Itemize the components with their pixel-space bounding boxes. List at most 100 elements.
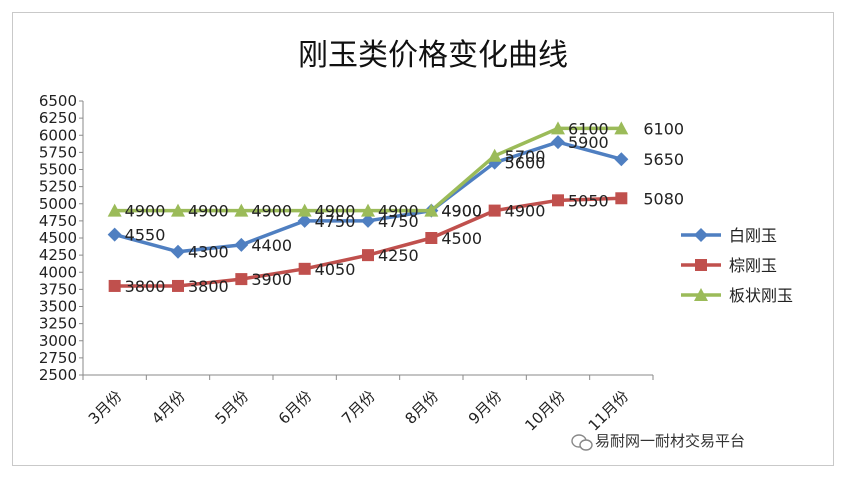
- data-label: 4900: [505, 202, 546, 221]
- y-tick-label: 3750: [39, 280, 77, 298]
- data-point: [171, 203, 185, 217]
- y-tick-label: 4000: [39, 263, 77, 281]
- series-2: [108, 192, 628, 292]
- x-tick-label: 8月份: [401, 387, 442, 428]
- data-label: 6100: [568, 119, 609, 138]
- wechat-icon: [571, 434, 593, 451]
- series-1: [107, 135, 629, 259]
- data-point: [551, 135, 565, 150]
- y-axis: 2500275030003250350037504000425045004750…: [39, 92, 84, 384]
- legend-label: 板状刚玉: [729, 286, 793, 305]
- y-tick-label: 2750: [39, 349, 77, 367]
- data-point: [361, 203, 375, 217]
- x-tick-label: 11月份: [585, 387, 632, 434]
- chart-title: 刚玉类价格变化曲线: [298, 38, 568, 73]
- y-tick-label: 6500: [39, 92, 77, 110]
- data-label: 4400: [251, 236, 292, 255]
- y-tick-label: 4500: [39, 229, 77, 247]
- data-label: 4300: [188, 243, 229, 262]
- data-point: [235, 273, 248, 286]
- x-tick-label: 4月份: [148, 387, 189, 428]
- data-label: 4750: [378, 212, 419, 231]
- y-tick-label: 4250: [39, 246, 77, 264]
- data-label: 5050: [568, 191, 609, 210]
- data-label: 4750: [315, 212, 356, 231]
- x-tick-label: 10月份: [521, 387, 568, 434]
- data-label: 3800: [188, 277, 229, 296]
- legend-item: 板状刚玉: [681, 286, 793, 305]
- data-label: 4900: [251, 202, 292, 221]
- data-label: 4900: [188, 202, 229, 221]
- data-point: [552, 194, 564, 207]
- data-point: [234, 203, 249, 217]
- data-label: 4900: [315, 202, 356, 221]
- data-label: 5650: [643, 150, 684, 169]
- data-label: 6100: [643, 119, 684, 138]
- x-tick-label: 6月份: [275, 387, 316, 428]
- y-tick-label: 6000: [39, 126, 77, 144]
- data-label: 4900: [441, 202, 482, 221]
- x-axis: 3月份 4月份 5月份 6月份 7月份 8月份 9月份 10月份 11月份: [82, 374, 654, 435]
- data-label: 3800: [125, 277, 166, 296]
- data-point: [171, 244, 185, 259]
- y-tick-label: 5000: [39, 195, 77, 213]
- legend-item: 棕刚玉: [681, 256, 777, 275]
- data-point: [614, 152, 629, 167]
- data-point: [424, 203, 439, 217]
- y-tick-label: 3000: [39, 332, 77, 350]
- data-point: [362, 249, 374, 262]
- data-label: 4550: [125, 226, 166, 245]
- x-tick-label: 9月份: [465, 387, 506, 428]
- data-label: 5700: [505, 147, 546, 166]
- legend-marker: [694, 288, 708, 301]
- data-point: [614, 121, 629, 135]
- data-label: 4900: [125, 202, 166, 221]
- y-tick-label: 5250: [39, 178, 77, 196]
- data-label: 5900: [568, 133, 609, 152]
- y-tick-label: 3500: [39, 298, 77, 316]
- watermark: 易耐网一耐材交易平台: [571, 432, 745, 451]
- x-tick-label: 7月份: [338, 387, 379, 428]
- data-point: [234, 237, 249, 252]
- data-point: [297, 203, 312, 217]
- data-point: [107, 227, 122, 242]
- chart-frame: 刚玉类价格变化曲线 2500 2750 3000 3250 3500 3750 4000 42…: [12, 12, 834, 466]
- legend-marker: [694, 228, 708, 242]
- data-point: [108, 279, 121, 292]
- data-point: [425, 232, 438, 244]
- y-tick-label: 4750: [39, 212, 77, 230]
- legend-label: 棕刚玉: [729, 256, 777, 275]
- data-point: [297, 213, 312, 228]
- data-label: 4500: [441, 229, 482, 248]
- data-label: 4050: [315, 260, 356, 279]
- data-label: 3900: [251, 270, 292, 289]
- legend-item: 白刚玉: [681, 226, 777, 245]
- data-label: 4250: [378, 246, 419, 265]
- y-tick-label: 2500: [39, 366, 77, 384]
- y-tick-label: 5500: [39, 161, 77, 179]
- data-point: [107, 203, 122, 217]
- x-tick-label: 5月份: [211, 387, 252, 428]
- legend-marker: [695, 259, 707, 271]
- y-tick-label: 3250: [39, 315, 77, 333]
- data-label: 4900: [378, 202, 419, 221]
- watermark-text: 易耐网一耐材交易平台: [595, 432, 745, 450]
- y-tick-label: 6250: [39, 109, 77, 127]
- data-label: 4900: [441, 202, 482, 221]
- data-point: [487, 148, 502, 162]
- x-tick-label: 3月份: [85, 387, 126, 428]
- data-point: [298, 262, 311, 275]
- legend-label: 白刚玉: [729, 226, 777, 245]
- data-point: [615, 192, 628, 205]
- series-layer: [107, 121, 629, 292]
- data-label: 5600: [505, 154, 546, 173]
- data-point: [488, 204, 501, 217]
- line-chart: 刚玉类价格变化曲线 250027503000325035003750400042…: [39, 38, 793, 451]
- data-point: [172, 279, 184, 292]
- series-3: [107, 121, 629, 217]
- data-label: 5080: [643, 189, 684, 208]
- data-point: [361, 213, 375, 228]
- data-point: [551, 121, 565, 135]
